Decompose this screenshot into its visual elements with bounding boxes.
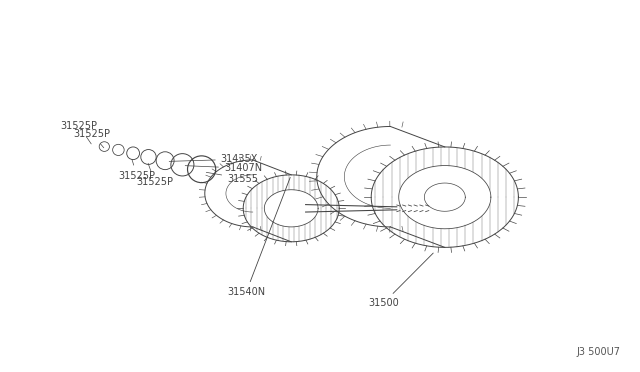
Text: 31525P: 31525P <box>61 122 98 144</box>
Text: 31407N: 31407N <box>185 163 262 173</box>
Text: 31500: 31500 <box>368 253 433 308</box>
Text: 31540N: 31540N <box>227 177 290 297</box>
Text: 31525P: 31525P <box>118 160 156 180</box>
Text: J3 500U7: J3 500U7 <box>577 347 621 357</box>
Text: 31525P: 31525P <box>74 129 111 148</box>
Text: 31435X: 31435X <box>169 154 258 164</box>
Text: 31525P: 31525P <box>136 163 173 187</box>
Text: 31555: 31555 <box>206 172 258 183</box>
